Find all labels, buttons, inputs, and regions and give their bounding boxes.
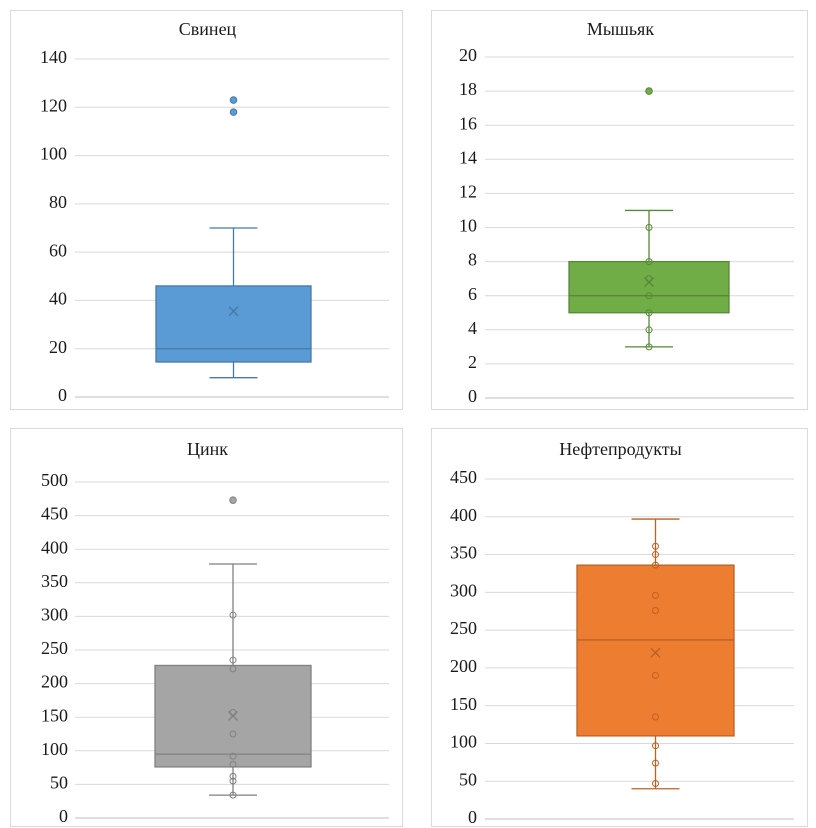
data-point <box>645 309 653 317</box>
y-tick-label: 10 <box>459 216 477 236</box>
y-tick-label: 300 <box>450 580 477 600</box>
data-point <box>652 671 659 679</box>
y-tick-label: 6 <box>468 284 477 304</box>
outlier-point <box>229 96 238 104</box>
y-tick-label: 140 <box>40 47 67 67</box>
data-point <box>652 742 659 750</box>
data-point <box>645 326 653 334</box>
y-tick-label: 200 <box>41 672 68 692</box>
y-tick-label: 200 <box>450 656 477 676</box>
outlier-point <box>645 87 653 95</box>
y-tick-label: 300 <box>41 605 68 625</box>
iqr-box <box>568 260 730 314</box>
mean-marker <box>228 306 239 317</box>
y-tick-label: 0 <box>58 385 67 405</box>
data-point <box>229 730 237 738</box>
data-point <box>229 665 237 673</box>
chart-title: Нефтепродукты <box>559 439 681 459</box>
data-point <box>229 760 237 768</box>
y-tick-label: 150 <box>450 694 477 714</box>
data-point <box>652 551 659 559</box>
chart-panel-arsenic: Мышьяк 0 2 4 6 8 10 12 14 16 18 20 <box>431 10 808 410</box>
data-point <box>652 713 659 721</box>
y-tick-label: 450 <box>41 504 68 524</box>
outlier-point <box>229 108 238 116</box>
y-tick-label: 500 <box>41 470 68 490</box>
chart-title: Мышьяк <box>587 19 654 39</box>
data-point <box>229 791 237 799</box>
data-point <box>229 752 237 760</box>
chart-panel-zinc: Цинк 0 50 100 150 200 250 300 350 400 450 500 <box>10 428 403 827</box>
chart-panel-lead: Свинец 0 20 40 60 80 100 120 140 <box>10 10 403 410</box>
data-point <box>229 777 237 785</box>
mean-marker <box>650 647 661 658</box>
y-tick-label: 100 <box>40 144 67 164</box>
y-tick-label: 0 <box>59 806 68 826</box>
y-tick-label: 16 <box>459 113 477 133</box>
chart-title: Цинк <box>187 439 228 459</box>
y-tick-label: 0 <box>468 386 477 406</box>
y-tick-label: 450 <box>450 467 477 487</box>
y-tick-label: 14 <box>459 147 477 167</box>
mean-marker <box>644 277 654 288</box>
chart-svg-lead: Свинец 0 20 40 60 80 100 120 140 <box>40 19 389 405</box>
data-point <box>652 759 659 767</box>
y-tick-label: 150 <box>41 705 68 725</box>
data-point <box>645 343 653 351</box>
y-tick-label: 350 <box>450 543 477 563</box>
data-point <box>229 611 237 619</box>
y-tick-label: 8 <box>468 250 477 270</box>
data-point <box>652 606 659 614</box>
y-tick-label: 400 <box>41 537 68 557</box>
y-tick-label: 50 <box>50 773 68 793</box>
data-point <box>645 258 653 266</box>
chart-panel-petroleum: Нефтепродукты 0 50 100 150 200 250 300 350 400 450 <box>431 428 808 827</box>
y-tick-label: 0 <box>468 807 477 827</box>
data-point <box>229 656 237 664</box>
y-tick-label: 2 <box>468 352 477 372</box>
y-tick-label: 350 <box>41 571 68 591</box>
y-tick-label: 18 <box>459 79 477 99</box>
y-tick-label: 400 <box>450 505 477 525</box>
data-point <box>229 772 237 780</box>
y-tick-label: 12 <box>459 182 477 202</box>
y-tick-label: 4 <box>468 318 477 338</box>
data-point <box>652 779 659 787</box>
data-point <box>652 561 659 569</box>
chart-title: Свинец <box>179 19 237 39</box>
y-tick-label: 100 <box>41 739 68 759</box>
data-point <box>652 591 659 599</box>
y-tick-label: 120 <box>40 95 67 115</box>
y-tick-label: 20 <box>49 337 67 357</box>
y-tick-label: 40 <box>49 289 67 309</box>
y-tick-label: 80 <box>49 192 67 212</box>
y-tick-label: 250 <box>450 618 477 638</box>
mean-marker <box>228 710 238 721</box>
data-point <box>652 542 659 550</box>
y-tick-label: 100 <box>450 732 477 752</box>
chart-svg-arsenic: Мышьяк 0 2 4 6 8 10 12 14 16 18 20 <box>459 19 794 406</box>
iqr-box <box>155 285 312 363</box>
outlier-point <box>229 496 237 504</box>
y-tick-label: 20 <box>459 45 477 65</box>
iqr-box <box>576 564 735 737</box>
y-tick-label: 60 <box>49 240 67 260</box>
y-tick-label: 50 <box>459 769 477 789</box>
data-point <box>645 292 653 300</box>
chart-svg-petroleum: Нефтепродукты 0 50 100 150 200 250 300 350 400 450 <box>450 439 794 827</box>
data-point <box>645 224 653 231</box>
chart-svg-zinc: Цинк 0 50 100 150 200 250 300 350 400 450 500 <box>41 439 389 826</box>
y-tick-label: 250 <box>41 638 68 658</box>
